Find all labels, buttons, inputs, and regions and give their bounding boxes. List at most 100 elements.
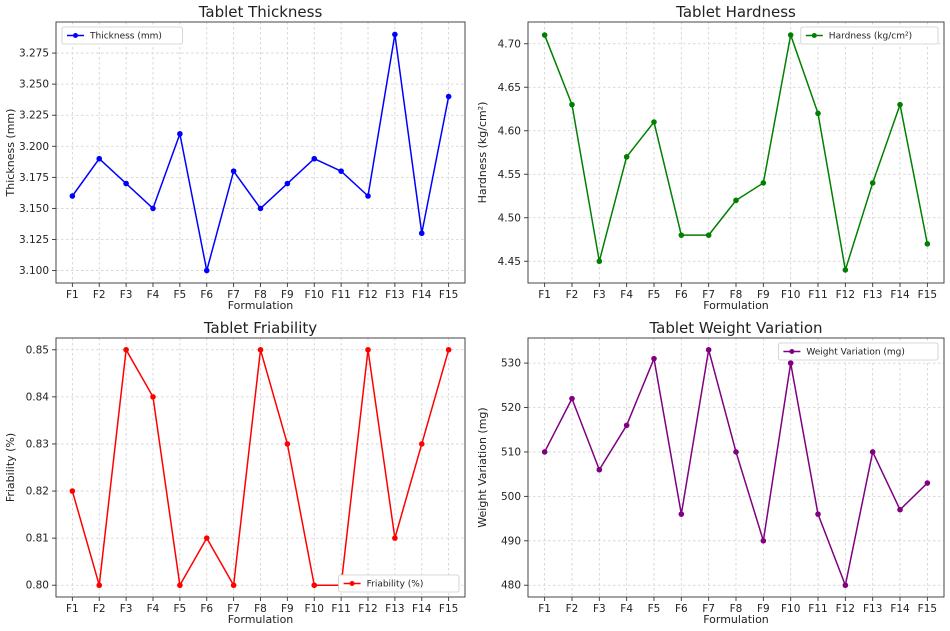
- y-axis-label: Thickness (mm): [4, 109, 17, 198]
- y-tick-label: 3.200: [19, 141, 49, 153]
- x-tick-label: F7: [227, 289, 240, 301]
- data-point-f3: [596, 258, 603, 265]
- x-tick-label: F13: [385, 289, 404, 301]
- x-tick-label: F4: [620, 603, 633, 615]
- y-tick-label: 0.83: [26, 438, 49, 450]
- x-tick-label: F12: [358, 289, 377, 301]
- y-axis-label: Friability (%): [4, 433, 17, 502]
- data-point-f9: [760, 538, 767, 544]
- x-tick-label: F3: [120, 603, 133, 615]
- x-tick-label: F4: [147, 289, 160, 301]
- data-point-f2: [96, 155, 103, 162]
- y-tick-label: 4.70: [498, 38, 521, 50]
- x-tick-label: F4: [147, 603, 160, 615]
- data-point-f3: [123, 346, 129, 353]
- y-tick-label: 0.84: [26, 391, 50, 403]
- data-point-f12: [842, 267, 849, 273]
- chart-title: Tablet Hardness: [675, 3, 796, 21]
- x-tick-label: F2: [566, 289, 579, 301]
- x-tick-label: F3: [593, 603, 606, 615]
- data-point-f12: [842, 582, 849, 589]
- data-point-f9: [284, 180, 291, 187]
- x-tick-label: F5: [174, 603, 187, 615]
- x-tick-label: F14: [890, 603, 910, 615]
- chart-title: Tablet Weight Variation: [648, 319, 822, 337]
- legend-label: Friability (%): [367, 580, 424, 590]
- data-point-f12: [365, 193, 371, 199]
- data-point-f6: [203, 267, 210, 274]
- data-point-f13: [392, 31, 398, 38]
- y-tick-label: 4.60: [498, 125, 521, 137]
- data-point-f1: [541, 449, 548, 455]
- data-point-f14: [418, 441, 425, 447]
- x-tick-label: F15: [439, 603, 458, 615]
- data-point-f15: [445, 346, 452, 353]
- data-point-f1: [69, 193, 76, 199]
- x-tick-label: F8: [730, 603, 743, 615]
- data-point-f4: [150, 205, 156, 212]
- data-point-f13: [869, 449, 876, 455]
- y-tick-label: 4.65: [498, 82, 521, 94]
- y-tick-label: 4.45: [498, 256, 521, 268]
- chart-panel-4: F1 F2 F3 F4 F5 F6 F7 F8 F9 F10 F11 F12 F13 F14 F15 480 4…: [476, 319, 945, 626]
- x-tick-label: F10: [305, 289, 324, 301]
- legend-frame: [338, 574, 460, 593]
- x-tick-label: F12: [358, 603, 377, 615]
- x-tick-label: F15: [439, 289, 458, 301]
- y-tick-label: 0.82: [26, 486, 49, 498]
- data-point-f5: [651, 355, 657, 362]
- data-point-f11: [338, 168, 344, 174]
- x-tick-label: F14: [412, 603, 432, 615]
- data-point-f1: [69, 488, 76, 494]
- data-point-f4: [623, 422, 630, 429]
- y-tick-label: 0.81: [26, 533, 49, 545]
- x-tick-label: F8: [254, 603, 267, 615]
- data-point-f7: [230, 582, 237, 589]
- data-point-f10: [787, 360, 794, 366]
- x-tick-label: F10: [305, 603, 324, 615]
- legend-frame: [778, 342, 939, 361]
- x-tick-label: F1: [538, 289, 551, 301]
- x-tick-label: F7: [702, 603, 715, 615]
- x-tick-label: F10: [781, 289, 800, 301]
- x-tick-label: F5: [174, 289, 187, 301]
- data-point-f3: [123, 180, 129, 187]
- data-point-f14: [897, 101, 903, 108]
- data-point-f11: [815, 110, 821, 117]
- data-point-f8: [257, 346, 264, 353]
- data-point-f10: [787, 32, 794, 38]
- data-point-f15: [924, 480, 931, 486]
- legend-frame: [800, 26, 939, 45]
- x-tick-label: F15: [918, 603, 937, 615]
- legend-frame: [61, 26, 183, 45]
- y-axis-label: Hardness (kg/cm²): [476, 102, 489, 204]
- y-tick-label: 3.225: [19, 110, 49, 122]
- x-tick-label: F8: [254, 289, 267, 301]
- x-tick-label: F13: [385, 603, 404, 615]
- x-tick-label: F12: [836, 603, 855, 615]
- y-tick-label: 3.150: [19, 203, 49, 215]
- x-axis-label: Formulation: [703, 613, 769, 626]
- chart-panel-3: F1 F2 F3 F4 F5 F6 F7 F8 F9 F10 F11 F12 F13 F14 F15 0.80…: [4, 319, 466, 626]
- x-tick-label: F3: [120, 289, 133, 301]
- data-point-f9: [284, 441, 291, 447]
- data-point-f3: [596, 466, 603, 473]
- legend-marker: [811, 33, 817, 38]
- y-tick-label: 510: [501, 446, 521, 458]
- legend-marker: [73, 33, 78, 38]
- data-point-f8: [733, 197, 739, 204]
- x-tick-label: F9: [757, 603, 770, 615]
- y-tick-label: 3.125: [19, 234, 49, 246]
- x-tick-label: F2: [566, 603, 579, 615]
- y-tick-label: 0.80: [26, 580, 49, 592]
- data-point-f14: [897, 506, 903, 513]
- data-point-f15: [445, 93, 452, 100]
- data-point-f6: [203, 535, 210, 541]
- data-point-f13: [392, 535, 398, 541]
- data-point-f6: [678, 232, 685, 238]
- x-tick-label: F9: [281, 603, 294, 615]
- chart-title: Tablet Friability: [203, 319, 317, 337]
- x-tick-label: F6: [200, 289, 213, 301]
- x-tick-label: F8: [730, 289, 743, 301]
